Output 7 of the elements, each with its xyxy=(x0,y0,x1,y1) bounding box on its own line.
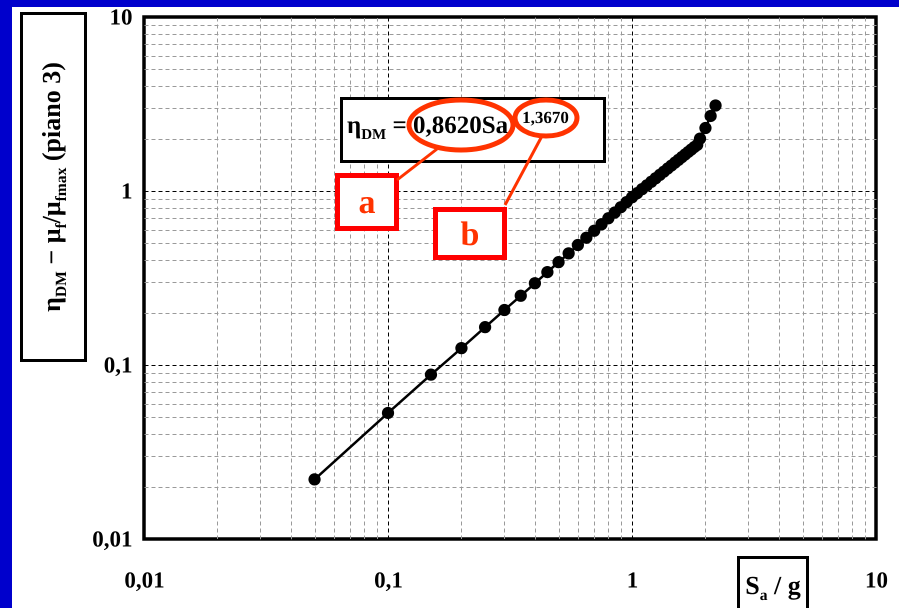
y-tick-label: 0,1 xyxy=(104,352,132,378)
y-tick-label: 1 xyxy=(121,178,132,204)
x-tick-label: 10 xyxy=(865,568,888,592)
x-tick-label: 1 xyxy=(626,568,638,592)
x-tick-label: 0,1 xyxy=(374,568,403,592)
y-tick-label: 0,01 xyxy=(92,526,132,552)
y-tick-label: 10 xyxy=(110,4,132,30)
